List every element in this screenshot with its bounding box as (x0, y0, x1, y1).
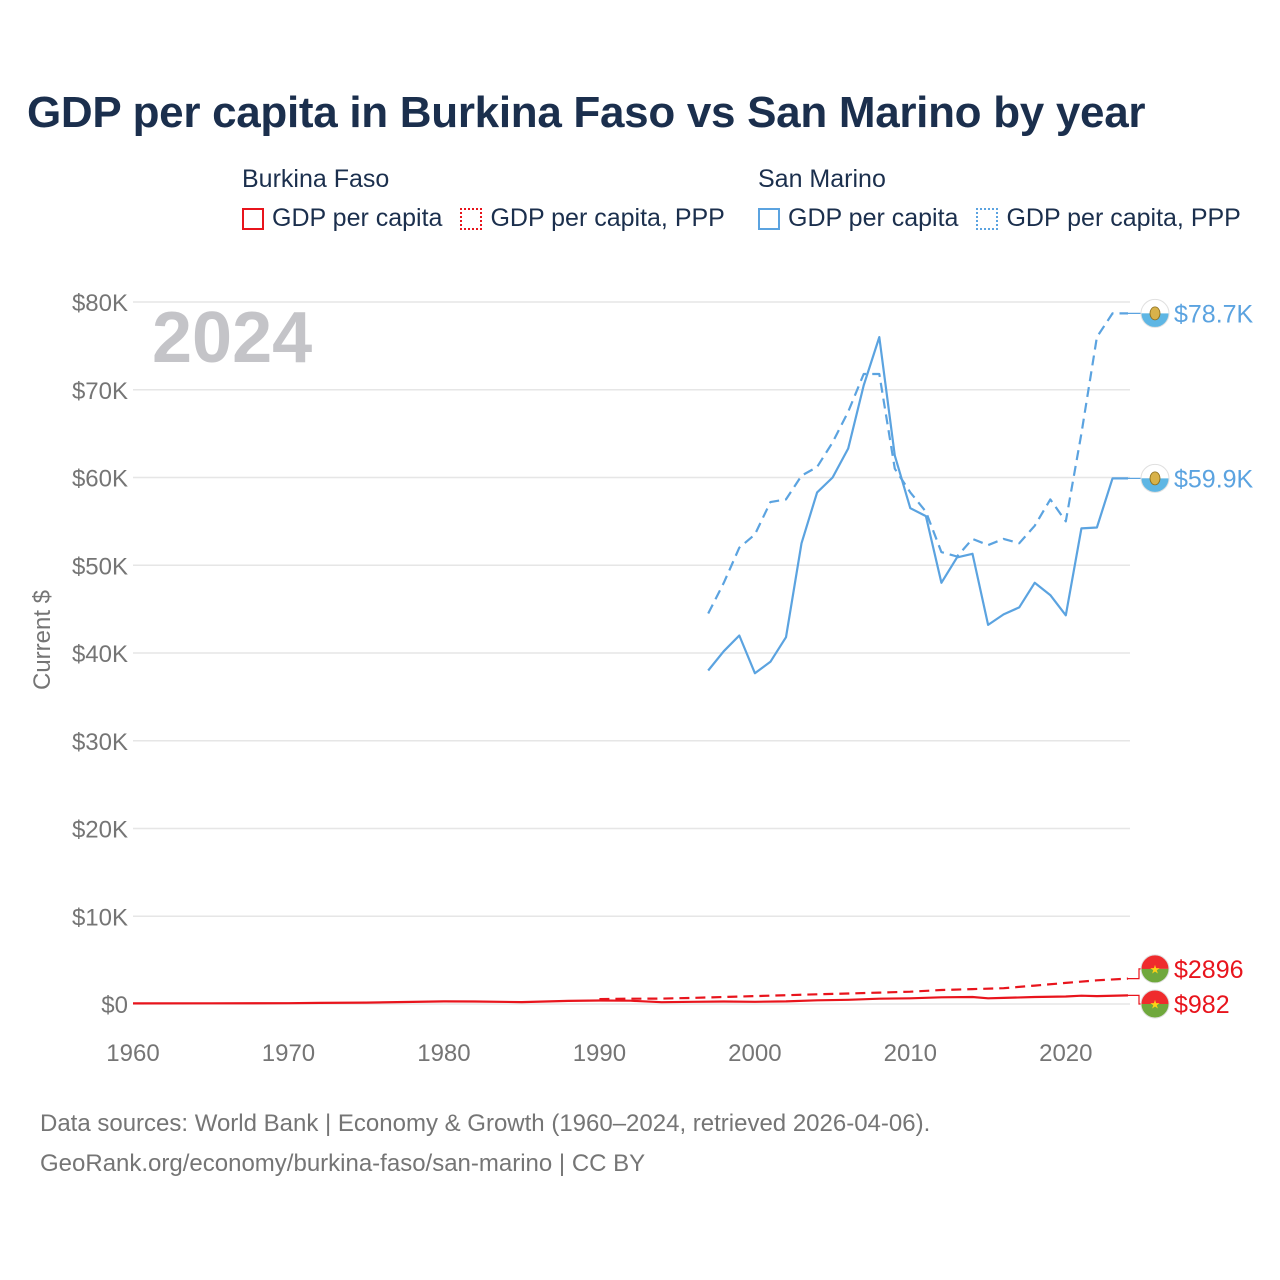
legend-item-label: GDP per capita (788, 204, 959, 232)
san-marino-flag-icon (1140, 298, 1170, 328)
series-end-label: $59.9K (1174, 465, 1254, 493)
line-chart: $0 $10K $20K $30K $40K $50K $60K $70K $80K 1960 19… (29, 290, 1254, 1067)
series-line (707, 336, 1128, 675)
x-tick-label: 2020 (1039, 1040, 1092, 1067)
year-watermark: 2024 (152, 298, 312, 378)
series-end-label: $78.7K (1174, 300, 1254, 328)
burkina-faso-flag-icon: ★ (1140, 989, 1170, 1019)
attribution-link[interactable]: GeoRank.org/economy/burkina-faso/san-mar… (40, 1150, 646, 1177)
y-tick-label: $30K (72, 729, 128, 756)
legend-group-burkina-faso: Burkina Faso GDP per capita GDP per capi… (242, 162, 743, 233)
y-tick-label: $80K (72, 290, 128, 317)
burkina-faso-flag-icon: ★ (1140, 954, 1170, 984)
x-tick-label: 1990 (573, 1040, 626, 1067)
legend-swatch-solid (242, 207, 264, 230)
y-tick-label: $0 (101, 992, 128, 1019)
footer: Data sources: World Bank | Economy & Gro… (40, 1104, 930, 1184)
legend-item-sm-gdp[interactable]: GDP per capita (758, 204, 958, 233)
x-tick-label: 1970 (262, 1040, 315, 1067)
legend-group-san-marino: San Marino GDP per capita GDP per capita… (758, 162, 1259, 233)
chart-title: GDP per capita in Burkina Faso vs San Ma… (27, 88, 1146, 137)
series-end-label: $2896 (1174, 956, 1244, 984)
legend-country-label: Burkina Faso (242, 165, 390, 193)
series-line (599, 977, 1129, 1001)
legend-item-sm-gdp-ppp[interactable]: GDP per capita, PPP (976, 204, 1241, 233)
y-tick-label: $40K (72, 641, 128, 668)
y-tick-label: $10K (72, 904, 128, 931)
x-tick-label: 2000 (728, 1040, 781, 1067)
x-tick-label: 1980 (417, 1040, 470, 1067)
legend-swatch-solid (758, 207, 780, 230)
svg-text:★: ★ (1150, 998, 1161, 1012)
legend-item-label: GDP per capita, PPP (490, 204, 725, 232)
y-tick-label: $70K (72, 378, 128, 405)
legend-item-label: GDP per capita, PPP (1006, 204, 1241, 232)
y-tick-label: $60K (72, 466, 128, 493)
x-tick-label: 1960 (106, 1040, 159, 1067)
legend-item-bf-gdp-ppp[interactable]: GDP per capita, PPP (460, 204, 725, 233)
y-tick-label: $20K (72, 817, 128, 844)
legend-country-label: San Marino (758, 165, 886, 193)
series-line (132, 994, 1129, 1005)
legend-item-bf-gdp[interactable]: GDP per capita (242, 204, 442, 233)
legend-swatch-dotted (460, 207, 483, 230)
series-line (707, 312, 1128, 614)
legend-swatch-dotted (976, 207, 999, 230)
series-end-label: $982 (1174, 991, 1230, 1019)
san-marino-flag-icon (1140, 463, 1170, 493)
x-tick-label: 2010 (884, 1040, 937, 1067)
legend-item-label: GDP per capita (272, 204, 443, 232)
data-source-text: Data sources: World Bank | Economy & Gro… (40, 1110, 931, 1137)
y-tick-label: $50K (72, 553, 128, 580)
y-axis-label: Current $ (29, 590, 56, 690)
svg-text:★: ★ (1150, 962, 1161, 976)
